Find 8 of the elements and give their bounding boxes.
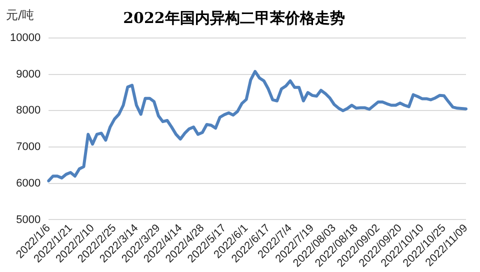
y-tick-label: 10000	[10, 32, 41, 44]
y-tick-label: 9000	[16, 68, 41, 80]
chart-title: 2022年国内异构二甲苯价格走势	[123, 8, 345, 27]
y-tick-label: 5000	[16, 214, 41, 226]
y-axis-title: 元/吨	[6, 8, 34, 22]
y-tick-label: 6000	[16, 177, 41, 190]
y-tick-label: 7000	[16, 141, 41, 154]
y-tick-label: 8000	[16, 104, 41, 117]
